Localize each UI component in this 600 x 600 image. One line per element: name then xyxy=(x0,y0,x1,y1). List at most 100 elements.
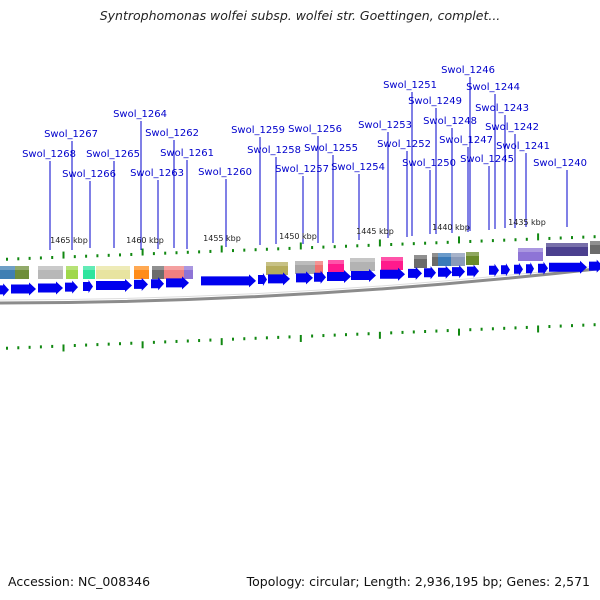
gene-arrow xyxy=(538,261,548,275)
gene-label-swol_1267: Swol_1267 xyxy=(44,129,98,140)
gene-arrow xyxy=(514,262,523,276)
gene-arrow xyxy=(134,277,148,291)
feature-box xyxy=(0,266,15,279)
gene-arrow xyxy=(408,266,422,280)
feature-box xyxy=(295,261,315,274)
gene-arrow xyxy=(151,277,164,291)
feature-box-shine xyxy=(266,262,288,266)
gene-label-swol_1246: Swol_1246 xyxy=(441,65,495,76)
feature-box-shine xyxy=(328,260,344,264)
feature-box-shine xyxy=(134,266,149,270)
gene-label-swol_1263: Swol_1263 xyxy=(130,168,184,179)
feature-box-shine xyxy=(96,266,130,270)
gene-label-swol_1252: Swol_1252 xyxy=(377,139,431,150)
feature-box xyxy=(134,266,149,279)
feature-box xyxy=(432,253,438,266)
gene-label-swol_1242: Swol_1242 xyxy=(485,122,539,133)
feature-box xyxy=(15,266,29,279)
upper-tick-row xyxy=(6,233,596,261)
feature-box xyxy=(546,243,588,256)
gene-arrow xyxy=(351,268,376,282)
feature-box-shine xyxy=(0,266,15,270)
gene-label-swol_1256: Swol_1256 xyxy=(288,124,342,135)
scale-label: 1455 kbp xyxy=(203,234,241,243)
feature-box xyxy=(266,262,288,275)
feature-box-shine xyxy=(432,253,438,257)
feature-box-shine xyxy=(152,266,164,270)
gene-label-swol_1247: Swol_1247 xyxy=(439,135,493,146)
gene-label-swol_1241: Swol_1241 xyxy=(496,141,550,152)
gene-arrow xyxy=(452,265,465,279)
feature-box-shine xyxy=(381,257,403,261)
feature-box-shine xyxy=(315,261,323,265)
feature-box-shine xyxy=(438,253,451,257)
gene-label-swol_1250: Swol_1250 xyxy=(402,158,456,169)
feature-box xyxy=(66,266,78,279)
feature-box-shine xyxy=(15,266,29,270)
scale-label: 1465 kbp xyxy=(50,236,88,245)
feature-box xyxy=(315,261,323,274)
gene-label-swol_1249: Swol_1249 xyxy=(408,96,462,107)
feature-box xyxy=(96,266,130,279)
gene-arrow-track xyxy=(0,259,600,297)
gene-arrow xyxy=(589,259,600,273)
gene-arrow xyxy=(438,265,452,279)
scale-label: 1445 kbp xyxy=(356,227,394,236)
feature-box xyxy=(164,266,184,279)
genome-backbone xyxy=(0,267,600,305)
feature-box xyxy=(451,253,465,266)
scale-label: 1450 kbp xyxy=(279,232,317,241)
gene-arrow xyxy=(549,260,587,274)
feature-box xyxy=(414,255,427,268)
gene-arrow xyxy=(314,270,326,284)
feature-box xyxy=(466,252,479,265)
gene-label-swol_1254: Swol_1254 xyxy=(331,162,385,173)
gene-arrow xyxy=(424,266,436,280)
gene-label-swol_1259: Swol_1259 xyxy=(231,125,285,136)
gene-arrow xyxy=(268,272,290,286)
gene-label-swol_1244: Swol_1244 xyxy=(466,82,520,93)
feature-box-shine xyxy=(466,252,479,256)
feature-box xyxy=(328,260,344,273)
gene-label-swol_1253: Swol_1253 xyxy=(358,120,412,131)
gene-arrow xyxy=(0,283,9,297)
feature-box-shine xyxy=(184,266,193,270)
gene-label-swol_1251: Swol_1251 xyxy=(383,80,437,91)
feature-track xyxy=(0,241,600,279)
feature-box-shine xyxy=(451,253,465,257)
feature-box xyxy=(152,266,164,279)
feature-box xyxy=(350,258,375,271)
scale-label: 1460 kbp xyxy=(126,236,164,245)
feature-box-shine xyxy=(518,248,543,252)
feature-box xyxy=(184,266,193,279)
gene-arrow xyxy=(201,274,256,288)
gene-label-swol_1243: Swol_1243 xyxy=(475,103,529,114)
gene-label-swol_1266: Swol_1266 xyxy=(62,169,116,180)
feature-box-shine xyxy=(83,266,95,270)
feature-box-shine xyxy=(164,266,184,270)
accession-label: Accession: NC_008346 xyxy=(8,574,151,589)
feature-box-shine xyxy=(350,258,375,262)
feature-box xyxy=(518,248,543,261)
gene-arrow xyxy=(96,278,132,292)
gene-label-swol_1268: Swol_1268 xyxy=(22,149,76,160)
gene-label-swol_1261: Swol_1261 xyxy=(160,148,214,159)
feature-box xyxy=(438,253,451,266)
gene-label-swol_1240: Swol_1240 xyxy=(533,158,587,169)
feature-box-shine xyxy=(546,243,588,247)
gene-arrow xyxy=(296,271,313,285)
feature-box-shine xyxy=(295,261,315,265)
gene-label-swol_1245: Swol_1245 xyxy=(460,154,514,165)
gene-label-swol_1260: Swol_1260 xyxy=(198,167,252,178)
feature-box xyxy=(83,266,95,279)
map-title: Syntrophomonas wolfei subsp. wolfei str.… xyxy=(99,8,501,23)
scale-label: 1435 kbp xyxy=(508,218,546,227)
lower-tick-row xyxy=(6,323,596,352)
gene-arrow xyxy=(258,273,267,286)
gene-arrow xyxy=(83,279,93,293)
gene-label-swol_1257: Swol_1257 xyxy=(275,164,329,175)
gene-arrow xyxy=(327,269,351,283)
feature-box xyxy=(590,241,600,254)
gene-labels: Swol_1268 Swol_1267 Swol_1266 Swol_1265 Swol… xyxy=(22,65,587,180)
